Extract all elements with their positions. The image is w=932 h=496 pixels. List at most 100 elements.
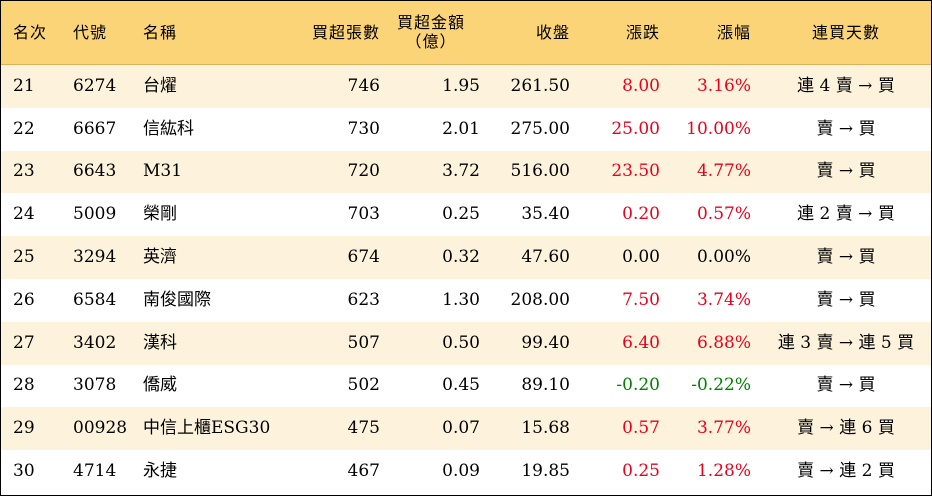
cell-pct: 3.16%	[696, 75, 751, 96]
cell-buy-amount: 3.72	[442, 161, 480, 182]
cell-name: 南俊國際	[143, 289, 211, 310]
cell-pct: 3.74%	[696, 289, 751, 310]
cell-close: 208.00	[510, 289, 570, 310]
cell-code: 6667	[73, 118, 117, 139]
cell-buy-lots: 730	[347, 118, 380, 139]
cell-change: -0.20	[616, 375, 660, 396]
cell-code: 3402	[73, 332, 117, 353]
cell-change: 0.25	[622, 461, 660, 482]
table-row: 26 6584 南俊國際 623 1.30 208.00 7.50 3.74% 賣 → 買	[1, 279, 931, 322]
cell-pct: 6.88%	[696, 332, 751, 353]
cell-buy-lots: 507	[347, 332, 380, 353]
header-days: 連買天數	[811, 22, 880, 42]
table-row: 28 3078 僑威 502 0.45 89.10 -0.20 -0.22% 賣 → 買	[1, 365, 931, 408]
cell-buy-amount: 1.95	[442, 75, 480, 96]
cell-code: 4714	[73, 461, 117, 482]
header-pct: 漲幅	[716, 22, 751, 42]
cell-buy-amount: 0.50	[442, 332, 480, 353]
cell-buy-lots: 475	[347, 418, 380, 439]
cell-close: 275.00	[510, 118, 570, 139]
cell-change: 0.20	[622, 204, 660, 225]
cell-rank: 27	[13, 332, 35, 353]
cell-buy-amount: 2.01	[442, 118, 480, 139]
header-name: 名稱	[143, 22, 178, 42]
header-change: 漲跌	[625, 22, 660, 42]
cell-close: 19.85	[521, 461, 570, 482]
cell-days: 賣 → 連 6 買	[797, 418, 895, 439]
cell-change: 25.00	[611, 118, 660, 139]
cell-buy-amount: 0.09	[442, 461, 480, 482]
cell-pct: 0.00%	[696, 247, 751, 268]
cell-name: 中信上櫃ESG30	[143, 418, 271, 439]
header-buy-amount-line1: 買超金額	[396, 13, 465, 33]
cell-code: 3078	[73, 375, 117, 396]
cell-rank: 26	[13, 289, 35, 310]
cell-close: 516.00	[510, 161, 570, 182]
table-row: 23 6643 M31 720 3.72 516.00 23.50 4.77% 賣 → 買	[1, 150, 931, 194]
cell-pct: 10.00%	[686, 118, 751, 139]
cell-days: 賣 → 買	[816, 247, 876, 268]
cell-buy-lots: 502	[347, 375, 380, 396]
cell-rank: 21	[13, 75, 35, 96]
cell-change: 6.40	[622, 332, 660, 353]
cell-days: 連 3 賣 → 連 5 買	[777, 332, 915, 353]
cell-change: 23.50	[611, 161, 660, 182]
cell-rank: 28	[13, 375, 35, 396]
header-rank: 名次	[13, 22, 48, 42]
cell-days: 賣 → 買	[816, 375, 876, 396]
cell-pct: -0.22%	[691, 375, 751, 396]
header-buy-amount-line2: （億）	[405, 31, 457, 51]
cell-close: 261.50	[510, 75, 570, 96]
cell-buy-amount: 0.45	[442, 375, 480, 396]
cell-code: 6584	[73, 289, 117, 310]
cell-code: 6274	[73, 75, 117, 96]
cell-change: 7.50	[622, 289, 660, 310]
table-row: 22 6667 信紘科 730 2.01 275.00 25.00 10.00% 賣 → 買	[1, 108, 931, 151]
cell-name: M31	[143, 161, 183, 182]
cell-code: 3294	[73, 247, 117, 268]
cell-buy-lots: 623	[347, 289, 380, 310]
cell-buy-lots: 674	[347, 247, 380, 268]
cell-name: 信紘科	[143, 118, 194, 139]
cell-days: 連 4 賣 → 買	[797, 75, 895, 96]
cell-code: 00928	[73, 418, 128, 439]
cell-rank: 29	[13, 418, 35, 439]
cell-rank: 23	[13, 161, 35, 182]
header-buy-amount: 買超金額 （億）	[386, 13, 476, 51]
cell-close: 47.60	[521, 247, 570, 268]
cell-buy-amount: 1.30	[442, 289, 480, 310]
cell-days: 賣 → 買	[816, 289, 876, 310]
cell-days: 賣 → 買	[816, 118, 876, 139]
cell-buy-amount: 0.25	[442, 204, 480, 225]
cell-change: 8.00	[622, 75, 660, 96]
cell-rank: 22	[13, 118, 35, 139]
header-buy-lots: 買超張數	[311, 22, 380, 42]
table-row: 25 3294 英濟 674 0.32 47.60 0.00 0.00% 賣 → 買	[1, 236, 931, 279]
table-row: 24 5009 榮剛 703 0.25 35.40 0.20 0.57% 連 2 賣 → 買	[1, 193, 931, 236]
cell-pct: 1.28%	[696, 461, 751, 482]
cell-name: 永捷	[143, 461, 177, 482]
cell-name: 僑威	[143, 375, 177, 396]
header-close: 收盤	[535, 22, 570, 42]
cell-rank: 30	[13, 461, 35, 482]
cell-days: 賣 → 買	[816, 161, 876, 182]
cell-buy-amount: 0.07	[442, 418, 480, 439]
cell-close: 99.40	[521, 332, 570, 353]
cell-buy-lots: 703	[347, 204, 380, 225]
cell-buy-lots: 720	[347, 161, 380, 182]
cell-code: 5009	[73, 204, 117, 225]
cell-pct: 0.57%	[696, 204, 751, 225]
table-row: 21 6274 台燿 746 1.95 261.50 8.00 3.16% 連 4 賣 → 買	[1, 65, 931, 108]
cell-close: 15.68	[521, 418, 570, 439]
table-row: 27 3402 漢科 507 0.50 99.40 6.40 6.88% 連 3 賣 → 連 5…	[1, 321, 931, 365]
cell-name: 榮剛	[143, 204, 177, 225]
cell-buy-lots: 746	[347, 75, 380, 96]
cell-days: 連 2 賣 → 買	[797, 204, 895, 225]
header-code: 代號	[73, 22, 108, 42]
cell-name: 英濟	[143, 247, 177, 268]
table-row: 30 4714 永捷 467 0.09 19.85 0.25 1.28% 賣 → 連 2 買	[1, 450, 931, 493]
cell-change: 0.57	[622, 418, 660, 439]
cell-close: 89.10	[521, 375, 570, 396]
cell-name: 漢科	[143, 332, 177, 353]
